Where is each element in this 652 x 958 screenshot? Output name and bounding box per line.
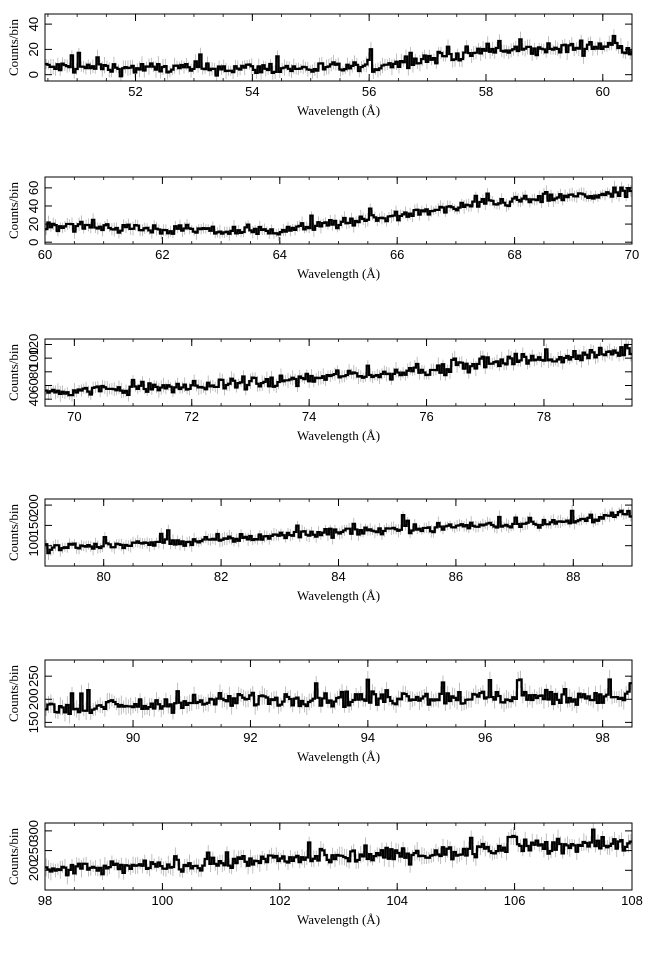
y-tick-label: 40 <box>26 17 41 31</box>
y-tick-label: 300 <box>26 820 41 842</box>
x-tick-label: 76 <box>419 409 433 424</box>
panel-2: 60 62 64 66 68 70 0 20 40 60 Wavelength (Å) Counts/… <box>6 176 639 281</box>
x-tick-label: 82 <box>214 569 228 584</box>
y-tick-label: 60 <box>26 378 41 392</box>
y-tick-label: 40 <box>26 392 41 406</box>
spectrum-histogram <box>45 678 632 716</box>
x-tick-label: 64 <box>273 247 287 262</box>
x-tick-label: 92 <box>243 730 257 745</box>
x-tick-label: 90 <box>126 730 140 745</box>
x-tick-label: 100 <box>152 893 174 908</box>
x-tick-label: 98 <box>38 893 52 908</box>
y-tick-label: 100 <box>26 347 41 369</box>
panel-data <box>45 180 632 241</box>
x-tick-label: 104 <box>386 893 408 908</box>
panel-data <box>45 339 632 402</box>
x-tick-label: 72 <box>185 409 199 424</box>
y-tick-label: 40 <box>26 199 41 213</box>
y-tick-label: 0 <box>26 71 41 78</box>
y-tick-label: 80 <box>26 365 41 379</box>
x-tick-label: 52 <box>128 84 142 99</box>
y-tick-label: 20 <box>26 42 41 56</box>
x-tick-label: 66 <box>390 247 404 262</box>
x-tick-label: 68 <box>507 247 521 262</box>
panel-data <box>45 669 632 724</box>
y-tick-label: 60 <box>26 181 41 195</box>
panel-data <box>45 29 632 81</box>
y-axis-label: Counts/bin <box>6 503 21 561</box>
x-tick-label: 62 <box>155 247 169 262</box>
x-axis-label: Wavelength (Å) <box>297 266 380 281</box>
x-axis-label: Wavelength (Å) <box>297 428 380 443</box>
panel-data <box>45 504 632 560</box>
y-tick-label: 200 <box>26 859 41 881</box>
x-axis-label: Wavelength (Å) <box>297 588 380 603</box>
y-axis-label: Counts/bin <box>6 343 21 401</box>
x-tick-label: 96 <box>478 730 492 745</box>
x-tick-label: 84 <box>331 569 345 584</box>
x-tick-label: 70 <box>625 247 639 262</box>
spectrum-histogram <box>45 186 632 236</box>
y-tick-label: 20 <box>26 217 41 231</box>
x-tick-label: 78 <box>537 409 551 424</box>
y-tick-label: 150 <box>26 515 41 537</box>
y-axis-label: Counts/bin <box>6 664 21 722</box>
x-tick-label: 102 <box>269 893 291 908</box>
x-axis-label: Wavelength (Å) <box>297 103 380 118</box>
x-tick-label: 108 <box>621 893 643 908</box>
y-tick-label: 200 <box>26 688 41 710</box>
spectrum-histogram <box>45 343 632 397</box>
plot-frame <box>44 13 633 82</box>
x-tick-label: 80 <box>96 569 110 584</box>
y-tick-label: 250 <box>26 840 41 862</box>
panel-1: 52 54 56 58 60 0 20 40 Wavelength (Å) Counts/bin <box>6 13 633 118</box>
spectrum-histogram <box>45 828 632 877</box>
y-axis-label: Counts/bin <box>6 18 21 76</box>
x-tick-label: 74 <box>302 409 316 424</box>
x-tick-label: 56 <box>362 84 376 99</box>
x-axis-label: Wavelength (Å) <box>297 749 380 764</box>
y-tick-label: 120 <box>26 334 41 356</box>
x-tick-label: 98 <box>595 730 609 745</box>
x-tick-label: 106 <box>504 893 526 908</box>
x-tick-label: 88 <box>566 569 580 584</box>
spectrum-histogram <box>45 509 632 555</box>
y-axis-label: Counts/bin <box>6 827 21 885</box>
x-tick-label: 70 <box>67 409 81 424</box>
y-tick-label: 200 <box>26 494 41 516</box>
x-tick-label: 58 <box>479 84 493 99</box>
x-tick-label: 60 <box>596 84 610 99</box>
spectrum-histogram <box>45 34 632 78</box>
y-tick-label: 0 <box>26 239 41 246</box>
x-axis-label: Wavelength (Å) <box>297 912 380 927</box>
panel-data <box>45 823 632 885</box>
y-tick-label: 100 <box>26 535 41 557</box>
y-tick-label: 150 <box>26 712 41 734</box>
x-tick-label: 94 <box>361 730 375 745</box>
x-tick-label: 60 <box>38 247 52 262</box>
x-tick-label: 54 <box>245 84 259 99</box>
y-axis-label: Counts/bin <box>6 181 21 239</box>
x-tick-label: 86 <box>449 569 463 584</box>
y-tick-label: 250 <box>26 665 41 687</box>
